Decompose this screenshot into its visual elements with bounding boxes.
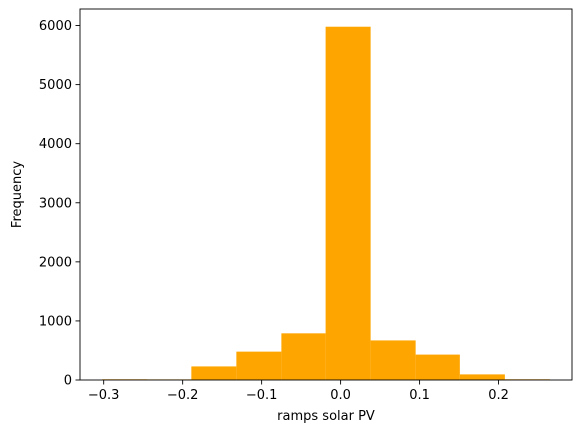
x-tick-label: 0.1 [409,388,430,403]
histogram-bar-9 [459,374,505,380]
x-tick-label: −0.3 [88,388,120,403]
histogram-bar-4 [236,351,282,380]
bars-layer [102,26,550,380]
y-tick-label: 6000 [39,19,72,34]
x-tick-label: 0.2 [488,388,509,403]
y-tick-label: 3000 [39,196,72,211]
axes-layer [79,8,573,381]
y-tick-label: 1000 [39,314,72,329]
plot-frame [79,8,573,381]
y-tick-label: 5000 [39,78,72,93]
x-axis-label: ramps solar PV [277,409,375,424]
histogram-bar-6 [325,26,371,380]
y-axis-label: Frequency [10,161,25,228]
x-tick-label: −0.1 [246,388,278,403]
histogram-bar-3 [191,366,237,380]
x-tick-label: −0.2 [167,388,199,403]
x-tick-label: 0.0 [330,388,351,403]
histogram-bar-5 [281,333,326,380]
histogram-bar-8 [415,354,460,380]
histogram-bar-7 [370,340,416,380]
y-tick-label: 4000 [39,137,72,152]
y-tick-label: 0 [64,374,72,389]
ticks-layer: −0.3 −0.2 −0.1 0.0 0.1 0.2 0 1000 2000 3000 4000 50… [39,19,509,403]
y-tick-label: 2000 [39,255,72,270]
